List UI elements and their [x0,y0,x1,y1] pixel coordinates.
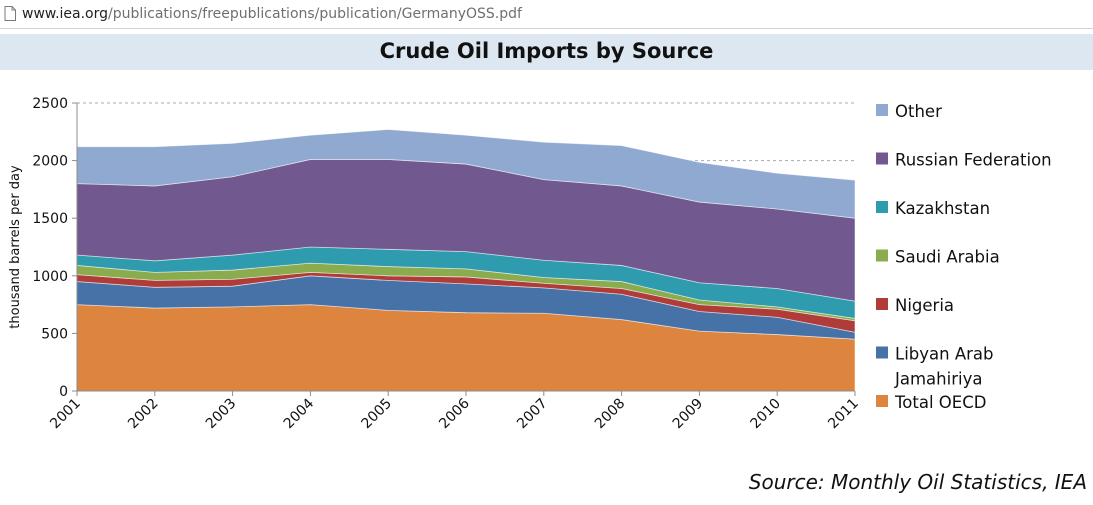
x-tick-label: 2010 [748,396,785,433]
x-tick-label: 2005 [359,396,396,433]
x-tick-label: 2004 [281,395,318,432]
legend-swatch [876,346,888,359]
y-tick-label: 2000 [32,154,68,170]
browser-address-bar[interactable]: www.iea.org/publications/freepublication… [0,0,1093,29]
legend-label: Other [895,102,942,121]
legend-swatch [876,201,888,213]
x-tick-label: 2011 [825,396,862,433]
title-band [0,34,1093,70]
url-path: /publications/freepublications/publicati… [108,6,522,22]
x-tick-label: 2007 [514,396,551,433]
x-tick-label: 2006 [436,395,473,432]
legend-label: Kazakhstan [895,199,990,218]
url-text[interactable]: www.iea.org/publications/freepublication… [22,6,522,22]
legend-swatch [876,249,888,262]
legend-label: Saudi Arabia [895,248,1000,267]
x-tick-label: 2009 [670,396,707,433]
x-tick-label: 2003 [203,396,240,433]
x-tick-label: 2001 [47,396,84,433]
legend-label: Libyan Arab Jamahiriya [894,345,993,389]
x-tick-label: 2002 [125,396,162,433]
legend-label: Total OECD [894,393,986,412]
legend-swatch [876,395,888,407]
legend-swatch [876,298,888,310]
legend-swatch [876,152,888,165]
legend-label: Nigeria [895,296,954,315]
document-icon [4,6,16,21]
y-tick-label: 1500 [32,211,68,227]
source-note: Source: Monthly Oil Statistics, IEA [748,470,1087,494]
x-tick-label: 2008 [592,396,629,433]
y-tick-label: 0 [59,384,68,400]
legend-label: Russian Federation [895,151,1052,170]
legend-swatch [876,104,888,116]
y-tick-label: 1000 [32,269,68,285]
y-axis-title: thousand barrels per day [8,165,23,329]
area-other [76,129,856,219]
y-tick-label: 2500 [32,96,68,112]
url-host: www.iea.org [22,6,109,22]
chart-title: Crude Oil Imports by Source [379,39,714,63]
y-tick-label: 500 [41,326,68,342]
